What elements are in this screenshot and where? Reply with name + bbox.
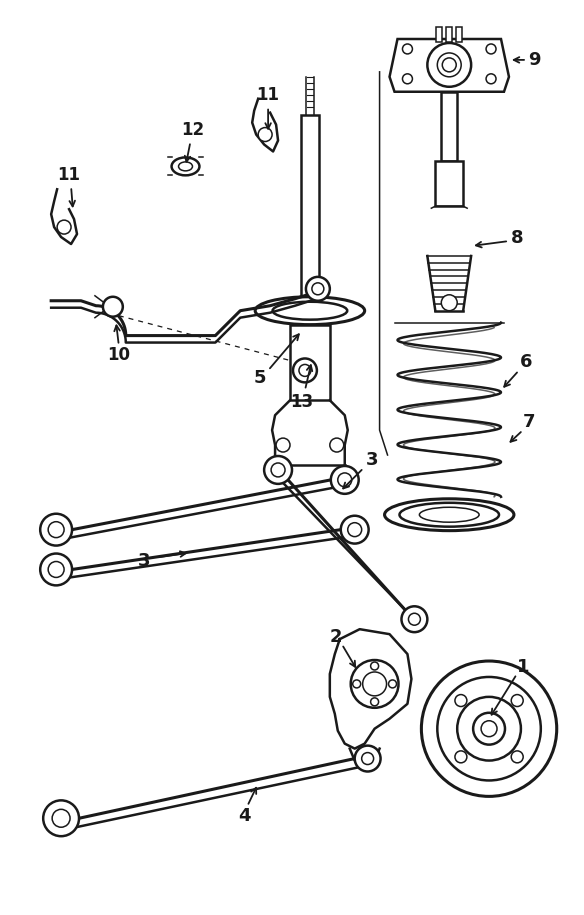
- Circle shape: [338, 473, 352, 487]
- Circle shape: [481, 721, 497, 737]
- Ellipse shape: [419, 507, 479, 522]
- Text: 11: 11: [58, 167, 81, 184]
- Circle shape: [341, 516, 369, 544]
- Text: 1: 1: [517, 658, 529, 676]
- Circle shape: [40, 554, 72, 586]
- Circle shape: [293, 359, 317, 382]
- Text: 5: 5: [254, 370, 266, 387]
- Circle shape: [276, 438, 290, 452]
- Circle shape: [331, 466, 359, 494]
- Circle shape: [442, 295, 457, 311]
- Text: 2: 2: [329, 628, 342, 646]
- Circle shape: [455, 694, 467, 706]
- Text: 6: 6: [520, 353, 532, 371]
- Circle shape: [457, 697, 521, 760]
- Circle shape: [402, 44, 412, 54]
- Circle shape: [40, 513, 72, 545]
- Bar: [456, 27, 462, 42]
- Circle shape: [511, 694, 523, 706]
- Circle shape: [353, 680, 361, 688]
- Circle shape: [371, 662, 378, 670]
- Circle shape: [486, 44, 496, 54]
- Circle shape: [388, 680, 397, 688]
- Circle shape: [402, 74, 412, 84]
- Text: 9: 9: [529, 51, 541, 69]
- Text: 8: 8: [510, 229, 523, 247]
- Circle shape: [347, 522, 361, 536]
- Circle shape: [401, 607, 427, 632]
- Ellipse shape: [273, 302, 347, 319]
- Circle shape: [48, 562, 64, 577]
- Ellipse shape: [384, 499, 514, 531]
- Circle shape: [511, 751, 523, 763]
- Circle shape: [427, 43, 471, 87]
- Circle shape: [103, 296, 123, 317]
- Ellipse shape: [179, 162, 193, 171]
- Ellipse shape: [255, 296, 364, 325]
- Ellipse shape: [399, 502, 499, 527]
- Circle shape: [354, 746, 381, 771]
- Circle shape: [330, 438, 344, 452]
- Bar: [442, 92, 457, 161]
- Text: 7: 7: [523, 414, 535, 431]
- Circle shape: [52, 810, 70, 827]
- Text: 4: 4: [238, 807, 251, 825]
- Circle shape: [455, 751, 467, 763]
- Circle shape: [258, 127, 272, 142]
- Circle shape: [442, 58, 456, 72]
- Circle shape: [57, 221, 71, 234]
- Circle shape: [437, 677, 541, 780]
- Circle shape: [306, 277, 330, 301]
- Bar: [301, 114, 319, 311]
- Circle shape: [359, 755, 371, 767]
- Circle shape: [361, 753, 374, 765]
- Circle shape: [408, 613, 420, 625]
- Bar: [446, 27, 452, 42]
- Circle shape: [473, 713, 505, 745]
- Circle shape: [43, 801, 79, 836]
- Circle shape: [271, 463, 285, 477]
- Text: 3: 3: [366, 451, 378, 469]
- Bar: [436, 27, 442, 42]
- Circle shape: [48, 522, 64, 538]
- Text: 10: 10: [107, 347, 130, 364]
- Circle shape: [486, 74, 496, 84]
- Text: 13: 13: [290, 393, 314, 411]
- Circle shape: [371, 698, 378, 705]
- Bar: [290, 325, 330, 400]
- Polygon shape: [390, 39, 509, 92]
- Circle shape: [299, 364, 311, 376]
- Text: 11: 11: [256, 86, 280, 103]
- Text: 12: 12: [181, 121, 204, 138]
- Circle shape: [351, 660, 398, 708]
- Bar: [435, 161, 463, 206]
- Text: 3: 3: [137, 552, 150, 569]
- Circle shape: [264, 456, 292, 484]
- Circle shape: [363, 672, 387, 696]
- Circle shape: [312, 283, 324, 295]
- Ellipse shape: [172, 157, 200, 176]
- Circle shape: [437, 53, 461, 77]
- Circle shape: [422, 661, 557, 796]
